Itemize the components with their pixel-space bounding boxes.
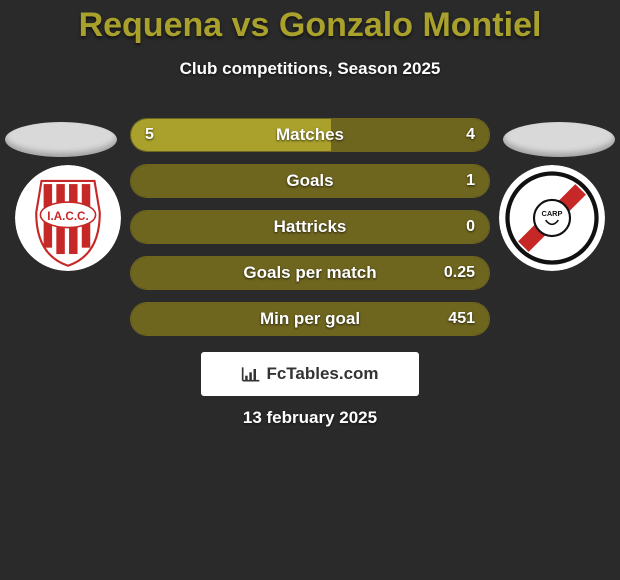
stat-label: Matches: [131, 119, 489, 151]
stat-value-right: 4: [466, 119, 475, 151]
stat-value-right: 451: [448, 303, 475, 335]
branding-text: FcTables.com: [266, 364, 378, 384]
stats-container: 5 Matches 4 Goals 1 Hattricks 0 Goals pe…: [130, 118, 490, 348]
stat-row: Hattricks 0: [130, 210, 490, 244]
svg-text:CARP: CARP: [542, 209, 563, 218]
chart-icon: [241, 365, 261, 383]
iacc-icon: I.A.C.C.: [15, 165, 121, 271]
subtitle: Club competitions, Season 2025: [0, 59, 620, 79]
stat-value-right: 1: [466, 165, 475, 197]
svg-text:I.A.C.C.: I.A.C.C.: [47, 210, 88, 223]
stat-label: Min per goal: [131, 303, 489, 335]
stat-label: Hattricks: [131, 211, 489, 243]
page-title: Requena vs Gonzalo Montiel: [0, 0, 620, 45]
stat-row: Goals 1: [130, 164, 490, 198]
stat-label: Goals per match: [131, 257, 489, 289]
stat-row: 5 Matches 4: [130, 118, 490, 152]
club-left-badge: I.A.C.C.: [15, 165, 121, 271]
player-b-name: Gonzalo Montiel: [279, 6, 542, 44]
player-b-avatar: [503, 122, 615, 157]
vs-text: vs: [232, 6, 270, 44]
stat-value-right: 0: [466, 211, 475, 243]
branding-badge[interactable]: FcTables.com: [201, 352, 419, 396]
date-text: 13 february 2025: [0, 408, 620, 428]
stat-row: Goals per match 0.25: [130, 256, 490, 290]
stat-value-right: 0.25: [444, 257, 475, 289]
player-a-name: Requena: [79, 6, 223, 44]
player-a-avatar: [5, 122, 117, 157]
stat-label: Goals: [131, 165, 489, 197]
stat-row: Min per goal 451: [130, 302, 490, 336]
river-icon: CARP: [499, 165, 605, 271]
club-right-badge: CARP: [499, 165, 605, 271]
